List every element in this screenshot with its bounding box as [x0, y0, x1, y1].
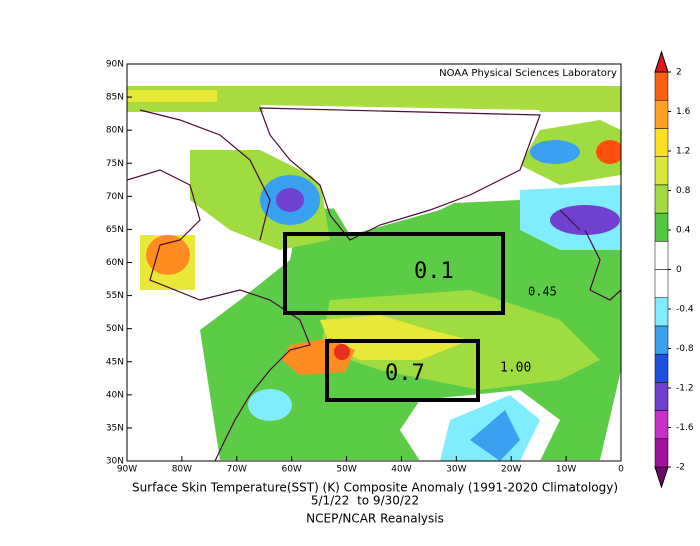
subtitle: 5/1/22 to 9/30/22 — [311, 494, 419, 508]
annotation-boxes — [283, 232, 505, 402]
y-tick-label: 35N — [106, 423, 124, 433]
x-tick-label: 70W — [227, 465, 247, 475]
colorbar-segment — [654, 99, 669, 129]
colorbar-segment — [654, 297, 669, 327]
anomaly-field — [127, 64, 621, 461]
colorbar-segment — [654, 156, 669, 186]
colorbar-segment — [654, 269, 669, 298]
colorbar-tick-label: -1.6 — [676, 423, 694, 433]
y-tick-label: 85N — [106, 93, 124, 103]
x-tick-label: 50W — [336, 465, 356, 475]
colorbar-tick-label: 0 — [676, 265, 682, 275]
y-tick-label: 45N — [106, 357, 124, 367]
y-tick-label: 90N — [106, 60, 124, 70]
x-tick-label: 90W — [117, 465, 137, 475]
colorbar-tick-label: 0.4 — [676, 226, 691, 236]
y-tick-label: 55N — [106, 291, 124, 301]
colorbar-segment — [654, 128, 669, 157]
colorbar-tick-label: 2 — [676, 68, 682, 78]
annotation: 0.45 — [528, 285, 557, 299]
x-tick-label: 0 — [618, 465, 624, 475]
colorbar-tick-label: -2 — [676, 463, 685, 473]
y-tick-label: 80N — [106, 126, 124, 136]
colorbar-segment — [654, 353, 669, 383]
colorbar-tick-label: 0.8 — [676, 186, 691, 196]
x-tick-label: 40W — [391, 465, 411, 475]
title: Surface Skin Temperature(SST) (K) Compos… — [132, 481, 618, 495]
colorbar-tick-label: -1.2 — [676, 384, 694, 394]
colorbar-tick-label: 1.2 — [676, 147, 690, 157]
y-tick-label: 65N — [106, 225, 124, 235]
y-tick-label: 50N — [106, 324, 124, 334]
colorbar-segment — [654, 438, 669, 468]
colorbar-tick-label: -0.4 — [676, 305, 694, 315]
x-tick-label: 60W — [281, 465, 301, 475]
annotation: 1.00 — [500, 361, 531, 376]
y-tick-label: 30N — [106, 457, 124, 467]
colorbar: -2 -1.6 -1.2 -0.8 -0.4 0 0.4 0.8 1.2 1.6 2 — [654, 50, 694, 489]
x-tick-label: 20W — [501, 465, 521, 475]
colorbar-segment — [654, 212, 669, 242]
colorbar-segment — [654, 184, 669, 214]
colorbar-segment — [654, 410, 669, 440]
colorbar-tick-label: -0.8 — [676, 344, 694, 354]
y-tick-label: 60N — [106, 258, 124, 268]
x-tick-label: 80W — [172, 465, 192, 475]
y-tick-label: 75N — [106, 159, 124, 169]
credit: NOAA Physical Sciences Laboratory — [439, 68, 617, 79]
colorbar-tick-label: 1.6 — [676, 107, 691, 117]
colorbar-segment — [654, 241, 669, 270]
annotation: 0.1 — [414, 259, 454, 284]
y-tick-label: 40N — [106, 390, 124, 400]
colorbar-end — [654, 50, 669, 73]
colorbar-segment — [654, 382, 669, 411]
y-tick-label: 70N — [106, 192, 124, 202]
source: NCEP/NCAR Reanalysis — [306, 512, 444, 526]
annotation: 0.7 — [385, 361, 425, 386]
x-tick-label: 10W — [556, 465, 576, 475]
colorbar-segment — [654, 71, 669, 101]
colorbar-segment — [654, 325, 669, 355]
x-tick-label: 30W — [446, 465, 466, 475]
colorbar-end — [654, 466, 669, 489]
